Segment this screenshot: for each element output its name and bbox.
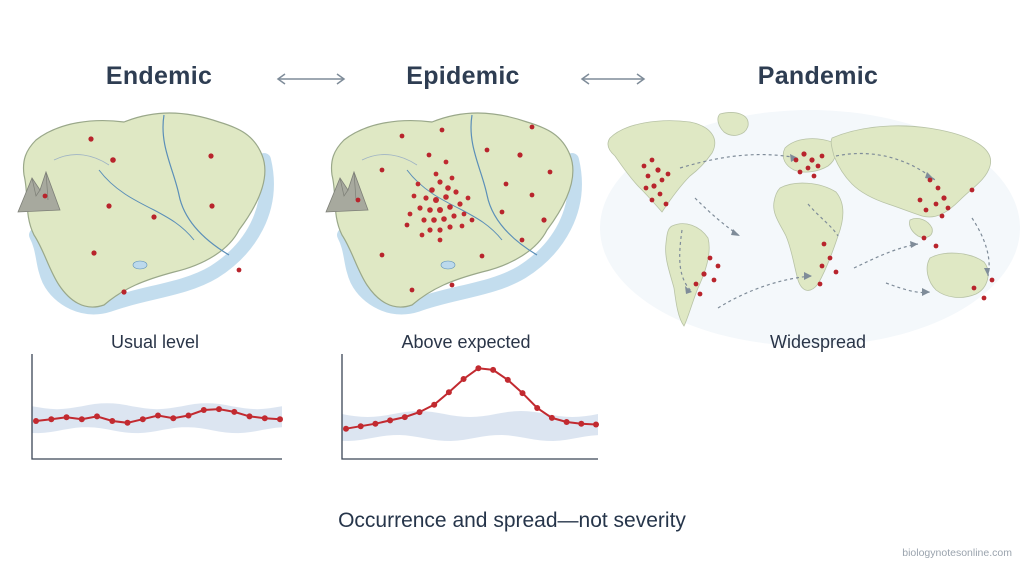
double-arrow-icon (276, 73, 346, 85)
lake (440, 260, 456, 270)
continents (607, 112, 991, 327)
endemic-region-map (17, 112, 274, 315)
asia (830, 125, 991, 218)
data-point (357, 423, 364, 430)
data-point (548, 414, 555, 421)
data-point (431, 401, 438, 408)
data-point (475, 365, 482, 372)
data-point (94, 413, 100, 420)
north-america (607, 120, 716, 213)
data-point (109, 418, 116, 424)
data-point (504, 376, 511, 383)
case-dots (355, 124, 553, 293)
southeast-asia (909, 218, 933, 238)
data-point (534, 405, 541, 411)
epidemic-title: Epidemic (406, 62, 520, 90)
data-point (124, 419, 131, 426)
data-point (277, 416, 283, 423)
africa (773, 182, 844, 291)
pandemic-title: Pandemic (757, 62, 879, 90)
data-point (48, 416, 55, 423)
outbreak-cluster (407, 159, 471, 243)
data-point (155, 412, 161, 419)
data-point (578, 420, 585, 427)
baseline-band (342, 411, 598, 441)
endemic-caption: Usual level (110, 332, 200, 352)
land-region (330, 112, 574, 308)
data-point (139, 416, 146, 423)
data-point (445, 389, 452, 396)
data-point (343, 425, 349, 432)
data-point (216, 406, 222, 413)
data-point (261, 415, 268, 422)
data-point (246, 413, 253, 420)
epidemic-caption: Above expected (401, 332, 531, 352)
pandemic-caption: Widespread (769, 332, 867, 352)
data-point (200, 407, 207, 413)
data-point (231, 408, 238, 415)
river (470, 114, 538, 256)
pandemic-world-map (600, 110, 1020, 346)
data-point (372, 420, 379, 427)
europe (782, 138, 837, 173)
data-point (401, 414, 408, 421)
data-point (78, 416, 85, 423)
endemic-title: Endemic (105, 62, 213, 90)
data-point (519, 390, 526, 397)
data-point (563, 419, 570, 425)
data-point (416, 409, 423, 416)
land-region (22, 112, 266, 308)
data-point (387, 417, 394, 424)
arrowheads (685, 154, 990, 296)
data-point (460, 376, 467, 382)
case-dots (42, 136, 242, 295)
epidemic-region-map (325, 112, 582, 315)
endemic-trend-chart (31, 354, 283, 460)
epidemic-trend-chart (341, 354, 599, 460)
data-point (33, 418, 39, 424)
double-arrow-icon (580, 73, 646, 85)
chart-axes (341, 354, 598, 460)
footer-tagline: Occurrence and spread—not severity (338, 509, 686, 532)
data-point (170, 415, 177, 422)
case-dots (641, 151, 995, 301)
data-point (63, 414, 70, 421)
lake (132, 260, 148, 270)
greenland (717, 112, 749, 136)
data-point (185, 412, 192, 419)
chart-axes (31, 354, 282, 460)
river (162, 114, 230, 256)
source-credit: biologynotesonline.com (902, 547, 1012, 559)
south-america (665, 223, 710, 327)
data-point (593, 421, 599, 428)
data-point (490, 366, 497, 373)
